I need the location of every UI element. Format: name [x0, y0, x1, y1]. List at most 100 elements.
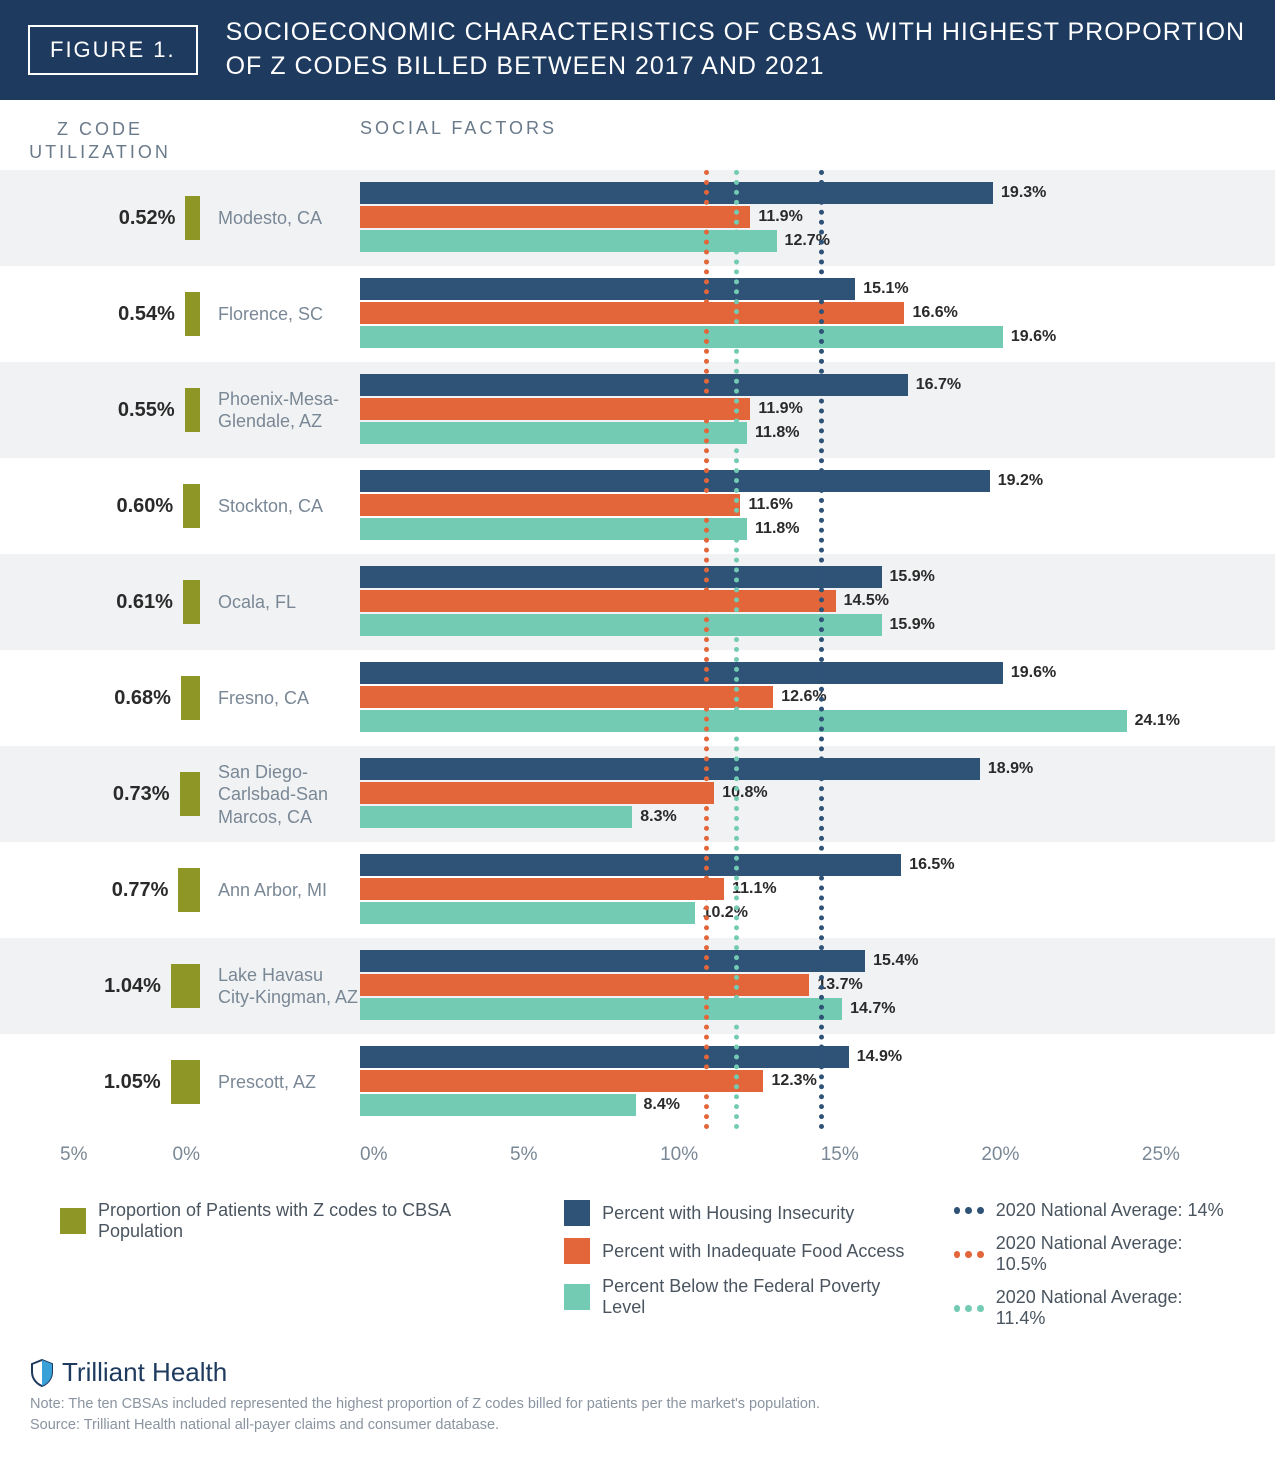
data-row: 0.68%Fresno, CA19.6%12.6%24.1% — [0, 650, 1275, 746]
bar-poverty: 10.2% — [360, 902, 1180, 924]
city-label: Ann Arbor, MI — [200, 842, 360, 938]
bar-value-label: 14.9% — [857, 1048, 902, 1066]
data-row: 0.52% Modesto, CA 19.3% 11.9% 12.7% — [0, 170, 1275, 266]
util-value: 0.77% — [112, 879, 169, 902]
bar-housing: 19.2% — [360, 470, 1180, 492]
util-value: 0.52% — [119, 207, 176, 230]
bar-housing: 18.9% — [360, 758, 1180, 780]
bar-housing: 15.1% — [360, 278, 1180, 300]
bar-value-label: 11.1% — [732, 880, 776, 898]
bar-food: 11.9% — [360, 398, 1180, 420]
data-row: 1.04% Lake Havasu City-Kingman, AZ 15.4% 13… — [0, 938, 1275, 1034]
util-bar — [185, 196, 200, 240]
swatch-poverty — [564, 1284, 590, 1310]
bar-value-label: 16.7% — [916, 376, 961, 394]
social-factors-header: SOCIAL FACTORS — [200, 118, 557, 165]
city-label: San Diego-Carlsbad-San Marcos, CA — [200, 746, 360, 842]
city-label: Ocala, FL — [200, 554, 360, 650]
dots-poverty — [954, 1303, 984, 1313]
swatch-housing — [564, 1200, 590, 1226]
note-text: Note: The ten CBSAs included represented… — [30, 1394, 1245, 1414]
footer: Trilliant Health Note: The ten CBSAs inc… — [0, 1347, 1275, 1465]
util-value: 0.55% — [118, 399, 175, 422]
city-label: Stockton, CA — [200, 458, 360, 554]
bar-value-label: 10.8% — [722, 784, 767, 802]
bar-poverty: 14.7% — [360, 998, 1180, 1020]
figure-label: FIGURE 1. — [28, 25, 198, 75]
bar-value-label: 8.4% — [644, 1096, 680, 1114]
util-value: 0.73% — [113, 783, 170, 806]
legend-food: Percent with Inadequate Food Access — [564, 1238, 924, 1264]
bar-poverty: 12.7% — [360, 230, 1180, 252]
column-headers: Z CODE UTILIZATION SOCIAL FACTORS — [0, 100, 1275, 171]
util-value: 0.60% — [116, 495, 173, 518]
bar-housing: 16.7% — [360, 374, 1180, 396]
bar-value-label: 16.6% — [912, 304, 957, 322]
bar-food: 11.9% — [360, 206, 1180, 228]
legend-housing-avg: 2020 National Average: 14% — [954, 1200, 1235, 1221]
util-header: Z CODE UTILIZATION — [0, 118, 200, 165]
x-axis: 5%0% 0%5%10%15%20%25% — [0, 1130, 1275, 1172]
bar-value-label: 18.9% — [988, 760, 1033, 778]
util-bar — [178, 868, 200, 912]
data-rows: 0.52%Modesto, CA19.3%11.9%12.7%0.54%Flor… — [0, 170, 1275, 1130]
bar-value-label: 14.5% — [844, 592, 889, 610]
city-label: Prescott, AZ — [200, 1034, 360, 1130]
city-label: Lake Havasu City-Kingman, AZ — [200, 938, 360, 1034]
legend: Proportion of Patients with Z codes to C… — [0, 1172, 1275, 1347]
city-label: Fresno, CA — [200, 650, 360, 746]
bar-housing: 16.5% — [360, 854, 1180, 876]
util-bar — [183, 484, 200, 528]
bar-value-label: 19.6% — [1011, 328, 1056, 346]
bar-value-label: 15.9% — [890, 568, 935, 586]
bar-poverty: 15.9% — [360, 614, 1180, 636]
bar-value-label: 16.5% — [909, 856, 954, 874]
figure-container: FIGURE 1. SOCIOECONOMIC CHARACTERISTICS … — [0, 0, 1275, 1465]
footnotes: Note: The ten CBSAs included represented… — [30, 1394, 1245, 1435]
util-axis-ticks: 5%0% — [0, 1144, 200, 1166]
bar-poverty: 19.6% — [360, 326, 1180, 348]
shield-icon — [30, 1359, 54, 1387]
bar-poverty: 11.8% — [360, 518, 1180, 540]
bar-value-label: 19.3% — [1001, 184, 1046, 202]
bars-axis-ticks: 0%5%10%15%20%25% — [360, 1144, 1180, 1166]
chart-body: 0.52%Modesto, CA19.3%11.9%12.7%0.54%Flor… — [0, 170, 1275, 1130]
util-bar — [171, 964, 200, 1008]
bar-food: 16.6% — [360, 302, 1180, 324]
bar-food: 10.8% — [360, 782, 1180, 804]
bar-poverty: 8.4% — [360, 1094, 1180, 1116]
bar-value-label: 12.7% — [785, 232, 830, 250]
bar-value-label: 19.2% — [998, 472, 1043, 490]
data-row: 0.77% Ann Arbor, MI 16.5% 11.1% 10.2% — [0, 842, 1275, 938]
data-row: 1.05%Prescott, AZ14.9%12.3%8.4% — [0, 1034, 1275, 1130]
bar-value-label: 12.6% — [781, 688, 826, 706]
bar-food: 11.6% — [360, 494, 1180, 516]
bar-value-label: 19.6% — [1011, 664, 1056, 682]
bar-housing: 19.3% — [360, 182, 1180, 204]
legend-food-avg: 2020 National Average: 10.5% — [954, 1233, 1235, 1275]
legend-poverty-avg: 2020 National Average: 11.4% — [954, 1287, 1235, 1329]
util-value: 0.68% — [114, 687, 171, 710]
bar-poverty: 11.8% — [360, 422, 1180, 444]
bar-housing: 14.9% — [360, 1046, 1180, 1068]
bar-value-label: 11.9% — [758, 400, 802, 418]
util-bar — [180, 772, 200, 816]
bar-value-label: 11.8% — [755, 424, 799, 442]
bar-value-label: 15.4% — [873, 952, 918, 970]
util-bar — [181, 676, 200, 720]
data-row: 0.54%Florence, SC15.1%16.6%19.6% — [0, 266, 1275, 362]
brand: Trilliant Health — [30, 1357, 1245, 1388]
bar-value-label: 15.9% — [890, 616, 935, 634]
data-row: 0.55%Phoenix-Mesa-Glendale, AZ16.7%11.9%… — [0, 362, 1275, 458]
bar-value-label: 13.7% — [817, 976, 862, 994]
bar-housing: 15.4% — [360, 950, 1180, 972]
city-label: Modesto, CA — [200, 170, 360, 266]
bar-food: 13.7% — [360, 974, 1180, 996]
util-bar — [171, 1060, 200, 1104]
bar-value-label: 11.9% — [758, 208, 802, 226]
swatch-util — [60, 1208, 86, 1234]
util-value: 1.04% — [104, 975, 161, 998]
bar-value-label: 8.3% — [640, 808, 676, 826]
city-label: Florence, SC — [200, 266, 360, 362]
bar-value-label: 15.1% — [863, 280, 908, 298]
